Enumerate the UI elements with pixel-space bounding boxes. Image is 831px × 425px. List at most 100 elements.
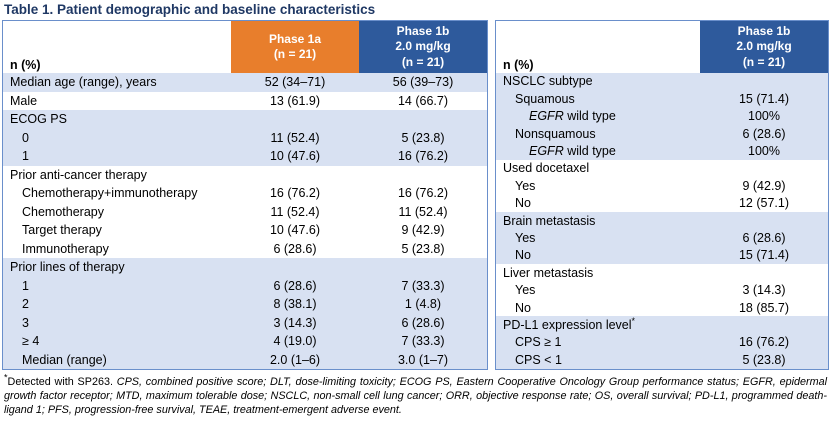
row-label: Male <box>3 94 231 108</box>
column-header-line: Phase 1b <box>396 23 450 38</box>
column-header: Phase 1b 2.0 mg/kg (n = 21) <box>359 21 487 73</box>
table-row: 1 10 (47.6) 16 (76.2) <box>3 147 487 166</box>
cell-value: 6 (28.6) <box>742 126 786 141</box>
row-label: EGFR wild type <box>496 110 700 123</box>
cell-value: 11 (52.4) <box>398 204 448 219</box>
table-row: Nonsquamous 6 (28.6) <box>496 125 828 142</box>
row-group: Male 13 (61.9) 14 (66.7) <box>3 91 487 111</box>
row-label: Prior lines of therapy <box>3 261 231 274</box>
cell-value: 10 (47.6) <box>269 223 321 237</box>
row-group: Median age (range), years 52 (34–71) 56 (3… <box>3 73 487 92</box>
text-segment: * <box>631 315 636 326</box>
table-row: CPS ≥ 1 16 (76.2) <box>496 334 828 351</box>
cell-value: 6 (28.6) <box>273 241 317 256</box>
cell-value: 12 (57.1) <box>738 196 790 211</box>
text-segment: No <box>515 196 531 211</box>
text-segment: Chemotherapy <box>22 204 104 219</box>
corner-label-n-percent: n (%) <box>496 21 700 73</box>
footnote: *Detected with SP263. CPS, combined posi… <box>4 373 827 417</box>
left-table-header: n (%) Phase 1a (n = 21) Phase 1b 2.0 mg/kg (n… <box>3 21 487 73</box>
column-header-line: Phase 1b <box>737 23 791 38</box>
corner-label-n-percent: n (%) <box>3 21 231 73</box>
cell-value: 16 (76.2) <box>738 335 790 350</box>
row-label: Chemotherapy+immunotherapy <box>3 187 231 200</box>
text-segment: CPS ≥ 1 <box>515 335 562 350</box>
row-group: Liver metastasis Yes 3 (14.3) No 18 (85.7) <box>496 264 828 317</box>
text-segment: CPS, combined positive score; DLT, dose-… <box>4 376 827 416</box>
row-label: Yes <box>496 180 700 193</box>
right-table: n (%) Phase 1b 2.0 mg/kg (n = 21) NSCLC sub… <box>495 20 829 370</box>
table-row: Male 13 (61.9) 14 (66.7) <box>3 92 487 111</box>
row-label: No <box>496 197 700 210</box>
text-segment: 1 <box>22 149 29 163</box>
cell-value: 5 (23.8) <box>401 241 445 256</box>
row-label: 1 <box>3 150 231 163</box>
cell-value: 15 (71.4) <box>738 248 790 263</box>
cell-value: 56 (39–73) <box>392 75 454 89</box>
text-segment: Brain metastasis <box>503 213 596 228</box>
text-segment: 0 <box>22 130 29 145</box>
cell-value: 13 (61.9) <box>269 93 321 108</box>
row-label: No <box>496 249 700 262</box>
table-row: PD-L1 expression level* <box>496 316 828 333</box>
table-row: Prior anti-cancer therapy <box>3 166 487 185</box>
text-segment: wild type <box>563 109 616 124</box>
cell-value: 16 (76.2) <box>397 186 449 200</box>
cell-value: 18 (85.7) <box>738 300 790 315</box>
text-segment: ≥ 4 <box>22 334 40 348</box>
column-header: Phase 1a (n = 21) <box>231 21 359 73</box>
row-label: Brain metastasis <box>496 213 700 228</box>
text-segment: Target therapy <box>22 223 102 237</box>
cell-value: 4 (19.0) <box>273 334 317 348</box>
row-group: Prior anti-cancer therapy Chemotherapy+im… <box>3 165 487 259</box>
table-row: NSCLC subtype <box>496 73 828 90</box>
column-header-line: (n = 21) <box>273 47 317 61</box>
row-group: Prior lines of therapy 1 6 (28.6) 7 (33.3) 2… <box>3 258 487 369</box>
column-header-line: 2.0 mg/kg <box>736 39 792 54</box>
row-label: Yes <box>496 232 700 245</box>
text-segment: Prior lines of therapy <box>10 260 125 274</box>
row-label: NSCLC subtype <box>496 75 700 88</box>
row-label: Liver metastasis <box>496 266 700 280</box>
cell-value: 8 (38.1) <box>273 297 317 311</box>
row-label: 2 <box>3 298 231 311</box>
table-row: ≥ 4 4 (19.0) 7 (33.3) <box>3 332 487 351</box>
table-row: Yes 3 (14.3) <box>496 282 828 299</box>
text-segment: Median (range) <box>22 352 107 367</box>
row-label: 3 <box>3 315 231 330</box>
table-row: EGFR wild type 100% <box>496 108 828 125</box>
row-label: Yes <box>496 284 700 297</box>
row-label: 1 <box>3 279 231 293</box>
text-segment: Used docetaxel <box>503 161 590 176</box>
cell-value: 52 (34–71) <box>264 75 326 89</box>
text-segment: Detected with SP263. <box>7 376 117 388</box>
column-header-line: Phase 1a <box>268 31 322 46</box>
table-row: Median (range) 2.0 (1–6) 3.0 (1–7) <box>3 351 487 370</box>
cell-value: 6 (28.6) <box>273 278 317 293</box>
text-segment: No <box>515 248 531 263</box>
table-row: Immunotherapy 6 (28.6) 5 (23.8) <box>3 240 487 259</box>
table-row: Chemotherapy+immunotherapy 16 (76.2) 16 (7… <box>3 184 487 203</box>
text-segment: CPS < 1 <box>515 352 562 367</box>
text-segment: * <box>4 372 8 383</box>
table-row: Median age (range), years 52 (34–71) 56 (3… <box>3 73 487 92</box>
row-group: Used docetaxel Yes 9 (42.9) No 12 (57.1) <box>496 159 828 213</box>
text-segment: 3 <box>22 315 29 330</box>
text-segment: EGFR <box>529 109 564 124</box>
row-group: ECOG PS 0 11 (52.4) 5 (23.8) 1 10 (47.6) 16 (7… <box>3 110 487 166</box>
row-label: No <box>496 301 700 315</box>
row-label: Used docetaxel <box>496 162 700 175</box>
text-segment: wild type <box>563 144 616 158</box>
row-label: ECOG PS <box>3 113 231 126</box>
row-label: PD-L1 expression level* <box>496 315 700 332</box>
cell-value: 5 (23.8) <box>742 352 786 367</box>
text-segment: Yes <box>515 230 536 245</box>
column-header-line: (n = 21) <box>401 54 445 69</box>
cell-value: 7 (33.3) <box>401 278 445 293</box>
cell-value: 100% <box>748 144 780 158</box>
row-label: 0 <box>3 130 231 145</box>
column-header-line: (n = 21) <box>742 54 786 69</box>
row-label: CPS < 1 <box>496 352 700 367</box>
row-group: PD-L1 expression level* CPS ≥ 1 16 (76.2) C… <box>496 316 828 369</box>
cell-value: 2.0 (1–6) <box>269 352 321 367</box>
